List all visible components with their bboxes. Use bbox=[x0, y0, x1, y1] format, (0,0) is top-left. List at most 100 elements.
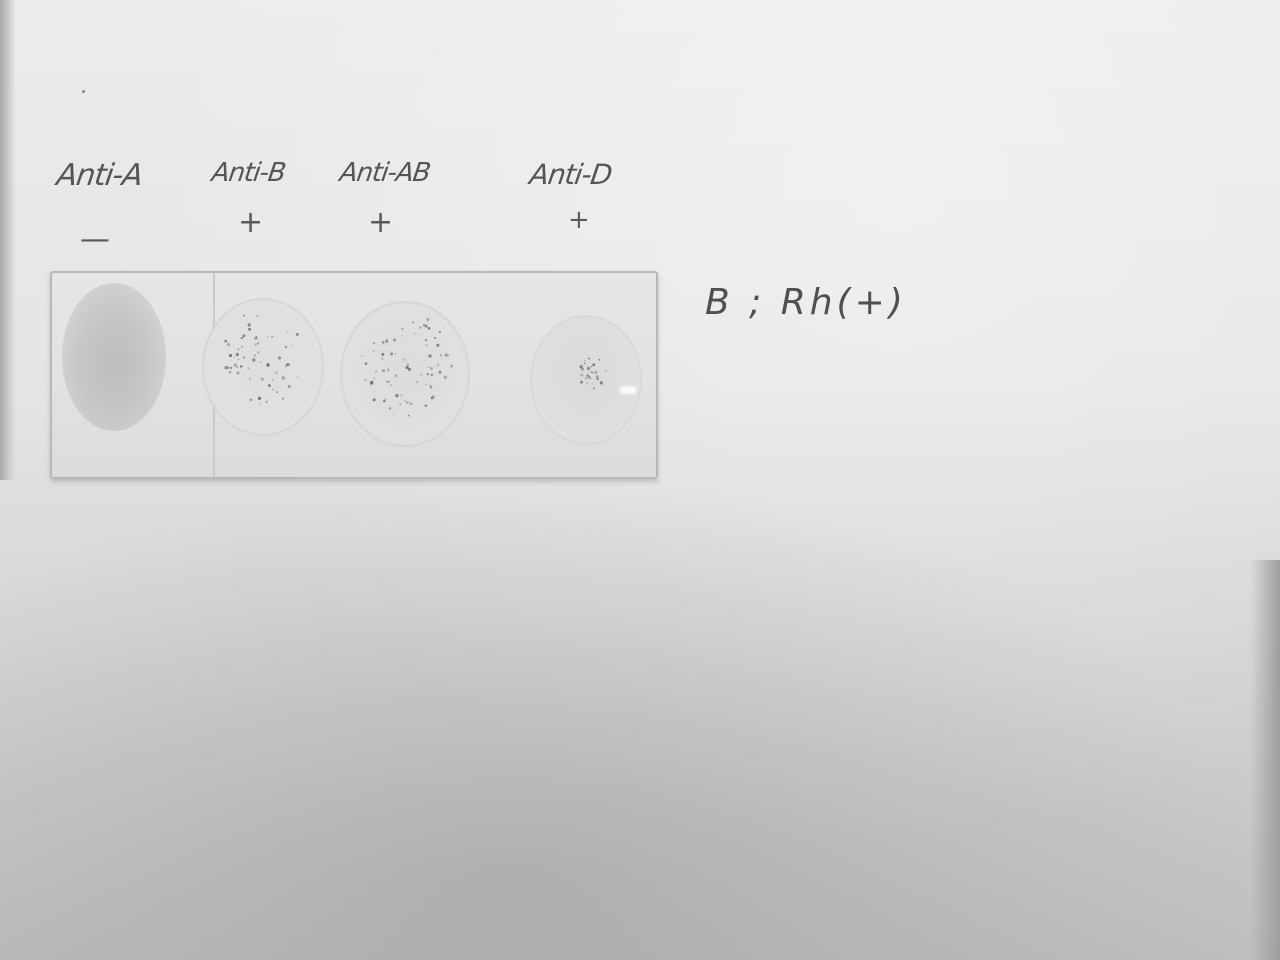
agglutination-speck bbox=[256, 342, 260, 345]
ink-dot bbox=[82, 90, 85, 93]
agglutination-speck bbox=[275, 371, 278, 374]
agglutination-speck bbox=[240, 337, 242, 339]
agglutination-speck bbox=[241, 336, 244, 339]
agglutination-speck bbox=[287, 331, 289, 333]
agglutination-speck bbox=[583, 362, 586, 365]
agglutination-speck bbox=[295, 332, 299, 336]
lane-label-anti-b: Anti-B bbox=[209, 158, 288, 188]
result-sign-anti-ab: + bbox=[368, 205, 393, 240]
agglutination-speck bbox=[385, 381, 387, 383]
lane-label-anti-d: Anti-D bbox=[527, 158, 614, 191]
agglutination-speck bbox=[235, 352, 239, 357]
agglutination-speck bbox=[444, 353, 448, 357]
agglutination-speck bbox=[403, 358, 406, 360]
agglutination-speck bbox=[406, 363, 409, 366]
agglutination-speck bbox=[401, 335, 403, 337]
agglutination-speck bbox=[425, 344, 428, 347]
agglutination-speck bbox=[422, 323, 426, 327]
agglutination-speck bbox=[243, 356, 246, 359]
agglutination-speck bbox=[392, 414, 394, 416]
agglutination-speck bbox=[409, 402, 413, 406]
agglutination-speck bbox=[590, 371, 593, 374]
agglutination-speck bbox=[590, 365, 593, 368]
agglutination-speck bbox=[596, 375, 598, 377]
agglutination-speck bbox=[595, 375, 599, 379]
result-sign-anti-d: + bbox=[568, 205, 590, 235]
agglutination-speck bbox=[374, 370, 378, 373]
agglutination-speck bbox=[408, 367, 411, 371]
agglutination-speck bbox=[266, 363, 270, 367]
agglutination-speck bbox=[434, 336, 437, 340]
agglutination-speck bbox=[260, 361, 262, 363]
paper-left-edge-shadow bbox=[0, 0, 16, 480]
agglutination-speck bbox=[430, 386, 433, 389]
agglutination-speck bbox=[236, 366, 238, 369]
agglutination-speck bbox=[373, 377, 375, 380]
agglutination-speck bbox=[253, 354, 256, 357]
agglutination-speck bbox=[404, 400, 407, 402]
agglutination-speck bbox=[243, 314, 245, 317]
agglutination-speck bbox=[285, 363, 289, 366]
agglutination-speck bbox=[392, 338, 397, 342]
agglutination-speck bbox=[604, 369, 607, 372]
agglutination-speck bbox=[583, 359, 586, 362]
agglutination-speck bbox=[584, 376, 588, 380]
agglutination-speck bbox=[252, 358, 256, 362]
agglutination-speck bbox=[285, 365, 287, 368]
agglutination-speck bbox=[586, 382, 588, 384]
agglutination-speck bbox=[430, 396, 434, 400]
agglutination-speck bbox=[426, 318, 430, 322]
agglutination-speck bbox=[599, 381, 603, 385]
agglutination-speck bbox=[233, 356, 235, 359]
agglutination-speck bbox=[383, 343, 385, 346]
agglutination-speck bbox=[296, 376, 298, 378]
agglutination-speck bbox=[588, 375, 592, 379]
agglutination-speck bbox=[271, 379, 274, 382]
agglutination-speck bbox=[236, 371, 240, 375]
agglutination-speck bbox=[259, 402, 261, 405]
agglutination-speck bbox=[430, 367, 433, 370]
agglutination-speck bbox=[586, 366, 591, 371]
agglutination-speck bbox=[249, 398, 253, 402]
agglutination-speck bbox=[416, 381, 419, 384]
agglutination-speck bbox=[592, 363, 596, 367]
paper-right-edge-shadow bbox=[1250, 560, 1280, 960]
agglutination-speck bbox=[242, 334, 246, 338]
agglutination-specks bbox=[224, 314, 607, 417]
agglutination-speck bbox=[372, 398, 376, 402]
agglutination-speck bbox=[400, 394, 403, 397]
agglutination-speck bbox=[247, 323, 251, 327]
agglutination-speck bbox=[247, 367, 250, 370]
drop-anti-ab-agglutinated bbox=[340, 301, 470, 447]
agglutination-speck bbox=[265, 400, 268, 404]
drop-anti-d-agglutinated bbox=[530, 315, 642, 445]
agglutination-speck bbox=[447, 354, 450, 357]
agglutination-speck bbox=[267, 384, 271, 388]
agglutination-speck bbox=[395, 393, 399, 398]
agglutination-speck bbox=[580, 367, 585, 371]
agglutination-speck bbox=[254, 343, 257, 346]
agglutination-speck bbox=[450, 364, 453, 368]
agglutination-speck bbox=[237, 358, 240, 361]
drop-anti-a-no-agglutination bbox=[62, 283, 166, 431]
agglutination-speck bbox=[418, 326, 422, 329]
agglutination-speck bbox=[427, 327, 431, 330]
agglutination-speck bbox=[414, 332, 417, 335]
agglutination-speck bbox=[372, 350, 375, 353]
agglutination-speck bbox=[403, 360, 405, 362]
agglutination-speck bbox=[276, 391, 278, 393]
agglutination-speck bbox=[579, 365, 583, 369]
agglutination-speck bbox=[580, 373, 584, 377]
agglutination-speck bbox=[226, 342, 231, 347]
agglutination-speck bbox=[237, 348, 240, 351]
agglutination-speck bbox=[394, 374, 398, 377]
agglutination-speck bbox=[594, 370, 598, 374]
agglutination-speck bbox=[233, 363, 238, 367]
agglutination-speck bbox=[257, 351, 260, 354]
blood-type-result: B ; Rh(+) bbox=[705, 282, 907, 323]
agglutination-speck bbox=[592, 372, 594, 374]
agglutination-speck bbox=[291, 345, 293, 347]
agglutination-speck bbox=[372, 342, 376, 345]
agglutination-speck bbox=[255, 336, 258, 339]
agglutination-speck bbox=[381, 369, 386, 373]
